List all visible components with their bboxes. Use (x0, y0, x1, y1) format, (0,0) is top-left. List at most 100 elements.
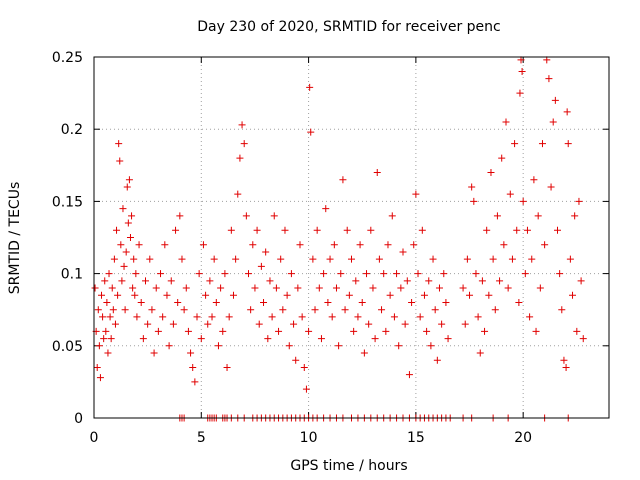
data-point (489, 255, 497, 263)
data-point (94, 306, 102, 314)
data-point (573, 327, 581, 335)
data-point (182, 284, 190, 292)
data-point (287, 270, 295, 278)
data-point (199, 241, 207, 249)
data-point (272, 284, 280, 292)
data-point (298, 313, 306, 321)
y-tick-label: 0.25 (52, 50, 83, 66)
data-points (91, 56, 587, 393)
data-point (566, 255, 574, 263)
data-point (111, 320, 119, 328)
data-point (142, 277, 149, 285)
data-point (579, 335, 587, 343)
data-point (163, 291, 171, 299)
data-point (343, 226, 351, 234)
data-point (328, 313, 336, 321)
data-point (478, 277, 486, 285)
data-point (491, 306, 499, 314)
data-point (118, 277, 126, 285)
data-point (180, 306, 188, 314)
data-point (493, 212, 501, 220)
data-point (401, 320, 409, 328)
data-point (133, 313, 141, 321)
data-point (433, 356, 441, 364)
data-point (247, 306, 255, 314)
data-point (521, 270, 529, 278)
data-point (516, 89, 524, 97)
data-point (251, 284, 259, 292)
data-point (474, 313, 482, 321)
axis-ticks: 0 0.05 0.1 0.15 0.2 0.25 0 5 10 15 20 (52, 50, 609, 446)
data-point (102, 327, 110, 335)
data-point (187, 349, 195, 357)
data-point (154, 327, 162, 335)
data-point (109, 306, 117, 314)
x-tick-label: 20 (514, 430, 532, 446)
data-point (543, 56, 551, 64)
data-point (313, 226, 321, 234)
data-point (429, 255, 437, 263)
data-point (292, 356, 300, 364)
data-point (128, 212, 136, 220)
data-point (242, 212, 250, 220)
data-point (414, 270, 422, 278)
y-tick-label: 0.1 (61, 267, 83, 283)
data-point (423, 327, 431, 335)
data-point (320, 270, 328, 278)
data-point (266, 277, 274, 285)
data-point (167, 277, 175, 285)
data-point (131, 291, 139, 299)
data-point (279, 306, 287, 314)
data-point (384, 241, 392, 249)
data-point (184, 327, 192, 335)
data-point (221, 270, 229, 278)
x-tick-label: 5 (197, 430, 206, 446)
data-point (172, 226, 180, 234)
y-tick-label: 0 (74, 411, 83, 427)
x-tick-label: 0 (90, 430, 99, 446)
data-point (541, 241, 549, 249)
data-point (569, 291, 577, 299)
data-point (528, 255, 536, 263)
data-point (397, 284, 405, 292)
data-point (106, 313, 114, 321)
data-point (234, 190, 242, 198)
data-point (358, 298, 366, 306)
data-point (300, 363, 308, 371)
data-point (513, 226, 521, 234)
data-point (547, 183, 555, 191)
data-point (260, 298, 268, 306)
data-point (532, 327, 540, 335)
data-point (129, 284, 137, 292)
data-point (330, 241, 338, 249)
data-point (191, 378, 199, 386)
data-point (438, 320, 446, 328)
data-point (416, 313, 424, 321)
data-point (560, 356, 568, 364)
data-point (294, 284, 302, 292)
data-point (206, 277, 214, 285)
data-point (119, 205, 127, 213)
data-point (105, 270, 113, 278)
data-point (255, 320, 263, 328)
data-point (431, 306, 439, 314)
data-point (212, 298, 220, 306)
data-point (551, 96, 559, 104)
data-point (253, 226, 261, 234)
x-axis-label: GPS time / hours (290, 458, 407, 474)
data-point (412, 190, 420, 198)
data-point (159, 313, 167, 321)
data-point (178, 255, 186, 263)
data-point (116, 157, 124, 165)
data-point (461, 320, 469, 328)
data-point (470, 197, 478, 205)
data-point (326, 255, 334, 263)
data-point (556, 270, 564, 278)
data-point (487, 169, 495, 177)
data-point (169, 320, 177, 328)
data-point (403, 277, 411, 285)
data-point (348, 255, 355, 263)
data-point (210, 255, 218, 263)
data-point (339, 176, 347, 184)
